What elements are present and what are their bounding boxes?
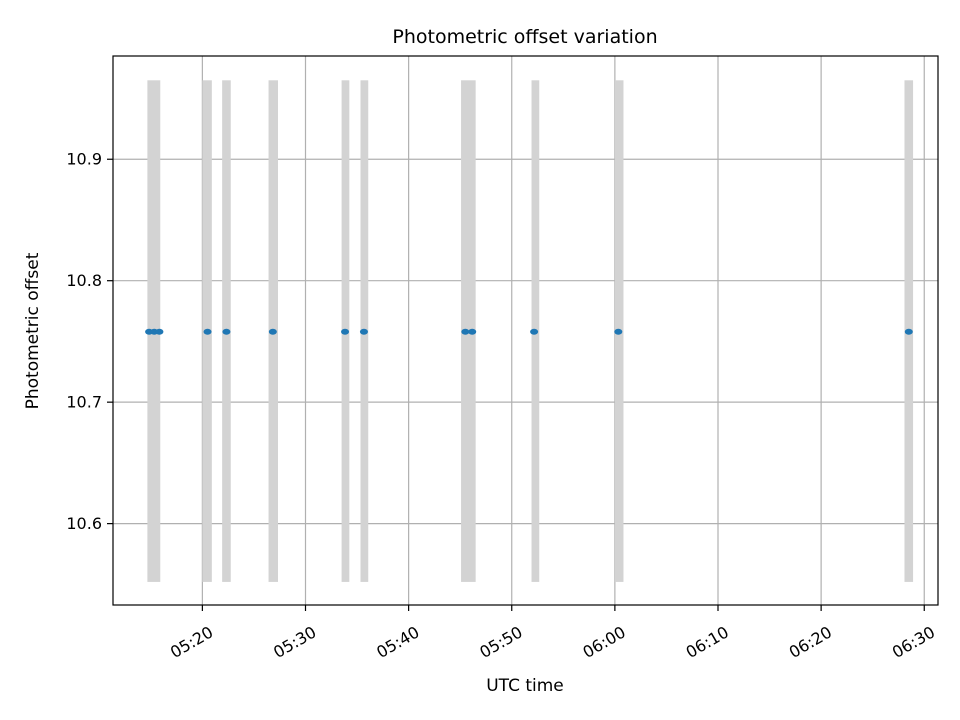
y-axis-ticks: 10.6 10.7 10.8 10.9 (66, 150, 113, 533)
data-point (222, 328, 231, 335)
y-tick-label: 10.7 (66, 393, 102, 412)
x-axis-label: UTC time (486, 676, 564, 696)
y-axis-label: Photometric offset (23, 252, 43, 409)
data-point (155, 328, 164, 335)
data-point (468, 328, 477, 335)
data-points (145, 328, 913, 335)
y-tick-label: 10.9 (66, 150, 102, 169)
data-point (614, 328, 623, 335)
plot-frame (112, 55, 939, 606)
data-point (268, 328, 277, 335)
y-tick-label: 10.8 (66, 271, 102, 290)
data-point (341, 328, 350, 335)
data-point (461, 328, 470, 335)
y-tick-label: 10.6 (66, 514, 102, 533)
chart-title: Photometric offset variation (392, 26, 657, 48)
data-point (359, 328, 368, 335)
data-point (530, 328, 539, 335)
data-point (904, 328, 913, 335)
data-point (203, 328, 212, 335)
